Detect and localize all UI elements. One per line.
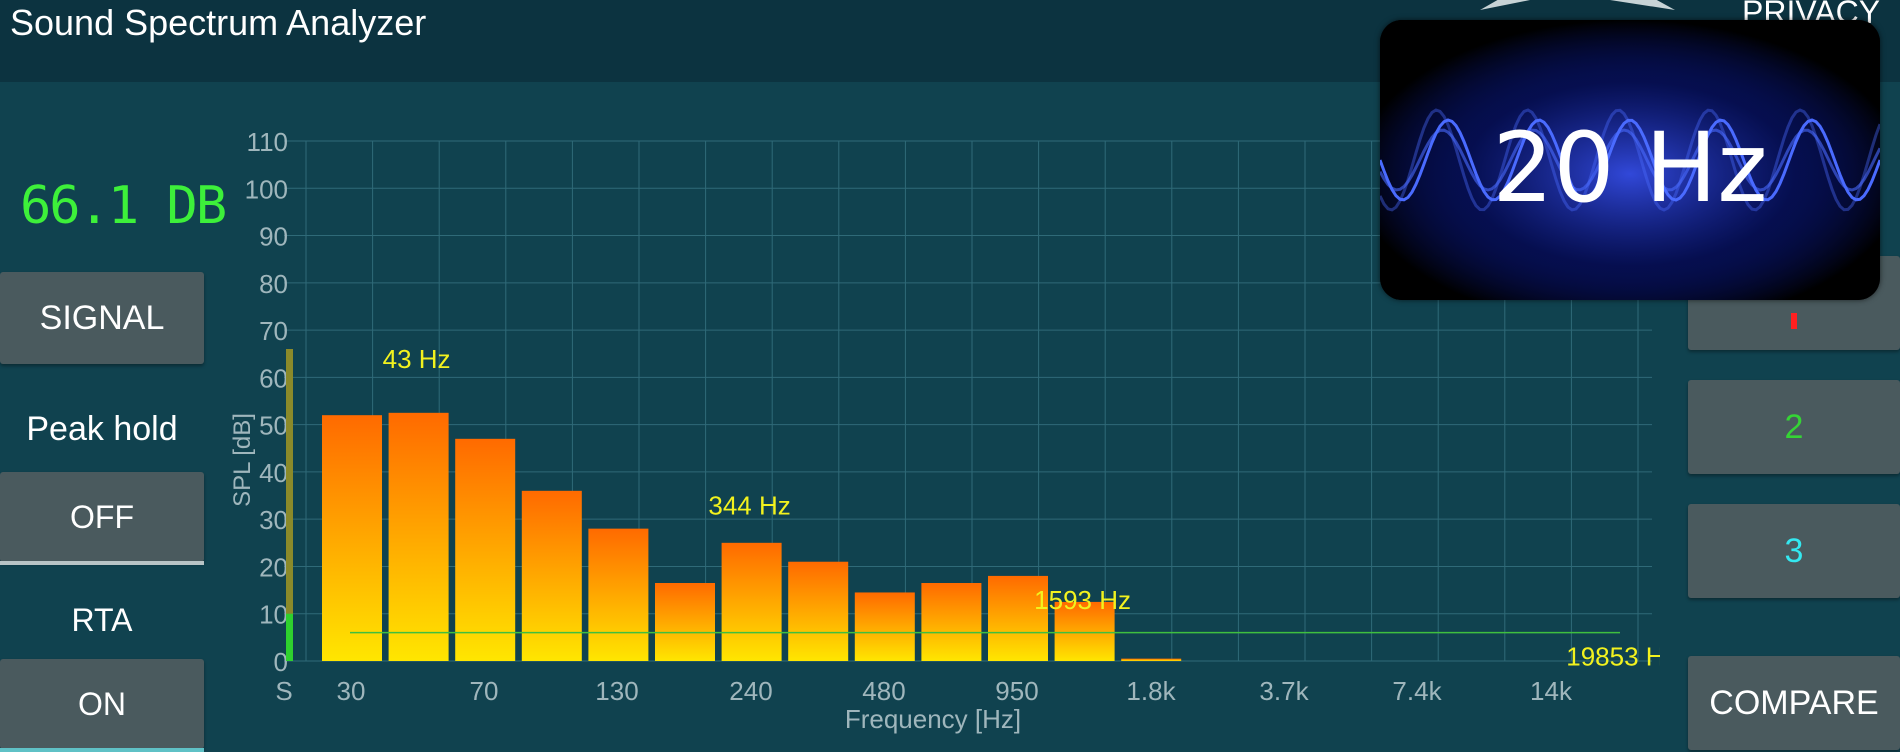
peak-frequency-label: 19853 H xyxy=(1566,642,1660,672)
peak-frequency-label: 344 Hz xyxy=(708,490,790,520)
compare-slot-3-button[interactable]: 3 xyxy=(1688,504,1900,598)
y-tick-label: 50 xyxy=(259,411,288,441)
y-tick-label: 30 xyxy=(259,505,288,535)
rta-indicator xyxy=(0,748,204,752)
spectrum-bar xyxy=(721,542,782,661)
spectrum-bar xyxy=(788,561,849,661)
y-tick-label: 70 xyxy=(259,316,288,346)
x-axis-title: Frequency [Hz] xyxy=(845,704,1021,734)
y-tick-label: 100 xyxy=(245,174,288,204)
spectrum-bar xyxy=(388,412,449,661)
signal-button[interactable]: SIGNAL xyxy=(0,272,204,364)
peak-frequency-label: 43 Hz xyxy=(383,344,451,374)
sine-wave-line xyxy=(1380,108,1880,212)
level-meter-bar xyxy=(286,349,293,661)
spectrum-bar xyxy=(322,415,382,661)
peak-frequency-label: 1593 Hz xyxy=(1034,585,1131,615)
sine-wave-line xyxy=(1380,128,1880,192)
y-tick-label: 80 xyxy=(259,269,288,299)
y-tick-label: 60 xyxy=(259,363,288,393)
y-tick-label: 20 xyxy=(259,552,288,582)
level-meter-green xyxy=(286,613,293,661)
x-tick-label: 70 xyxy=(470,676,499,706)
x-tick-label: 130 xyxy=(595,676,638,706)
spectrum-bar xyxy=(455,438,516,661)
spectrum-bar xyxy=(921,583,982,661)
spectrum-bar xyxy=(655,583,715,661)
sine-wave-line xyxy=(1380,118,1880,202)
x-tick-label: 14k xyxy=(1530,676,1573,706)
spectrum-bar xyxy=(588,528,649,661)
peak-hold-toggle[interactable]: OFF xyxy=(0,472,204,562)
y-tick-label: 90 xyxy=(259,222,288,252)
level-readout: 66.1 DB xyxy=(20,176,227,236)
x-tick-label: S xyxy=(275,676,292,706)
compare-slot-2-button[interactable]: 2 xyxy=(1688,380,1900,474)
y-tick-label: 40 xyxy=(259,458,288,488)
y-tick-label: 110 xyxy=(247,127,288,157)
spectrum-bar xyxy=(854,592,915,661)
rta-label: RTA xyxy=(71,602,133,638)
spectrum-bar xyxy=(988,575,1048,661)
rta-toggle[interactable]: ON xyxy=(0,659,204,749)
x-tick-label: 30 xyxy=(337,676,366,706)
spectrum-bar xyxy=(1121,658,1182,661)
peak-hold-indicator xyxy=(0,561,204,565)
x-tick-label: 7.4k xyxy=(1392,676,1442,706)
x-tick-label: 1.8k xyxy=(1126,676,1176,706)
x-tick-label: 480 xyxy=(862,676,905,706)
sine-wave-graphic xyxy=(1380,20,1880,300)
spectrum-bar xyxy=(521,490,582,661)
frequency-overlay: 20 Hz xyxy=(1380,20,1880,300)
slot-1-marker xyxy=(1791,313,1797,329)
x-tick-label: 950 xyxy=(995,676,1038,706)
y-axis-title: SPL [dB] xyxy=(229,413,256,507)
y-tick-label: 10 xyxy=(259,600,288,630)
logo-emblem-icon xyxy=(1480,0,1675,10)
overlay-frequency-text: 20 Hz xyxy=(1492,112,1768,224)
app-title: Sound Spectrum Analyzer xyxy=(10,2,427,43)
compare-button[interactable]: COMPARE xyxy=(1688,656,1900,750)
spectrum-bar xyxy=(1054,601,1115,661)
y-tick-label: 0 xyxy=(274,647,288,677)
spectrum-chart: 0 10 20 30 40 50 60 70 80 90 100 110 S 30 70 130 240 480 9… xyxy=(229,127,1660,734)
peak-hold-label: Peak hold xyxy=(26,410,178,448)
x-tick-label: 240 xyxy=(729,676,772,706)
x-tick-label: 3.7k xyxy=(1259,676,1309,706)
